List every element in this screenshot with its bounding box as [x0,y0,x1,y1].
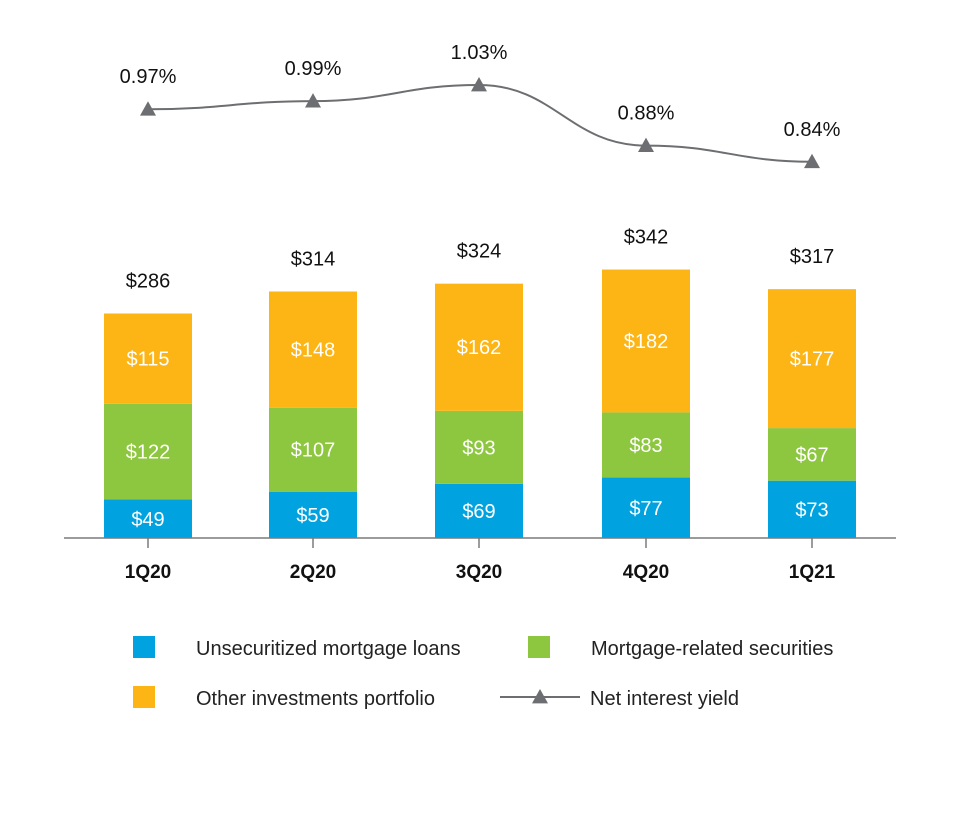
segment-label-4Q20-series-0: $77 [629,498,662,520]
segment-label-4Q20-series-1: $83 [629,435,662,457]
yield-label-3Q20: 1.03% [451,42,508,64]
bar-4Q20-series-0 [602,477,690,538]
yield-label-4Q20: 0.88% [618,103,675,125]
x-axis: 1Q20 2Q20 3Q20 4Q20 1Q21 [64,537,896,583]
bar-2Q20-series-2 [269,291,357,408]
bar-2Q20-series-0 [269,491,357,538]
bar-1Q20-series-2 [104,313,192,404]
segment-label-1Q20-series-1: $122 [126,442,171,464]
yield-label-1Q20: 0.97% [120,66,177,88]
legend-label-0: Unsecuritized mortgage loans [196,638,461,660]
legend-label-1: Mortgage-related securities [591,638,833,660]
segment-label-3Q20-series-1: $93 [462,437,495,459]
yield-marker-3Q20 [471,77,487,92]
yield-marker-4Q20 [638,137,654,152]
legend-swatch-1 [528,636,550,658]
bars-layer: $49 $122 $115 $286 $59 $107 $148 $314 $69 $93 $162… [104,227,856,538]
total-label-4Q20: $342 [624,227,669,249]
segment-label-1Q20-series-2: $115 [126,349,169,371]
legend-swatch-2 [133,686,155,708]
bar-2Q20-series-1 [269,407,357,492]
total-label-2Q20: $314 [291,249,336,271]
segment-label-4Q20-series-2: $182 [624,331,669,353]
yield-label-1Q21: 0.84% [784,119,841,141]
yield-marker-1Q20 [140,101,156,116]
bar-1Q21-series-0 [768,480,856,538]
bar-3Q20-series-1 [435,410,523,484]
total-label-1Q20: $286 [126,270,171,292]
bar-4Q20-series-2 [602,269,690,413]
bar-3Q20-series-0 [435,483,523,538]
yield-marker-1Q21 [804,153,820,169]
legend: Unsecuritized mortgage loans Mortgage-rel… [133,636,833,710]
total-label-1Q21: $317 [790,246,835,268]
yield-label-2Q20: 0.99% [285,58,342,80]
yield-line [147,83,813,163]
x-tick-label-1Q20: 1Q20 [125,562,171,583]
segment-label-1Q21-series-1: $67 [795,444,828,466]
segment-label-2Q20-series-0: $59 [296,505,329,527]
bar-1Q20-series-1 [104,403,192,500]
x-tick-label-3Q20: 3Q20 [456,562,502,583]
bar-4Q20-series-1 [602,412,690,478]
x-tick-label-4Q20: 4Q20 [623,562,669,583]
segment-label-2Q20-series-1: $107 [291,440,336,462]
segment-label-1Q21-series-0: $73 [795,499,828,521]
segment-label-2Q20-series-2: $148 [291,340,336,362]
segment-label-3Q20-series-2: $162 [457,337,502,359]
segment-label-1Q21-series-2: $177 [790,349,835,371]
bar-3Q20-series-2 [435,283,523,411]
yield-marker-2Q20 [305,93,321,108]
segment-label-1Q20-series-0: $49 [131,509,164,531]
x-tick-label-1Q21: 1Q21 [789,562,836,583]
bar-1Q21-series-1 [768,428,856,481]
bar-1Q21-series-2 [768,289,856,429]
total-label-3Q20: $324 [457,241,502,263]
x-tick-label-2Q20: 2Q20 [290,562,336,583]
legend-label-2: Other investments portfolio [196,688,435,710]
yield-line-layer: 0.97% 0.99% 1.03% 0.88% 0.84% [120,42,841,169]
legend-label-3: Net interest yield [590,688,739,710]
segment-label-3Q20-series-0: $69 [462,501,495,523]
legend-marker-3 [532,689,548,704]
bar-1Q20-series-0 [104,499,192,538]
legend-swatch-0 [133,636,155,658]
